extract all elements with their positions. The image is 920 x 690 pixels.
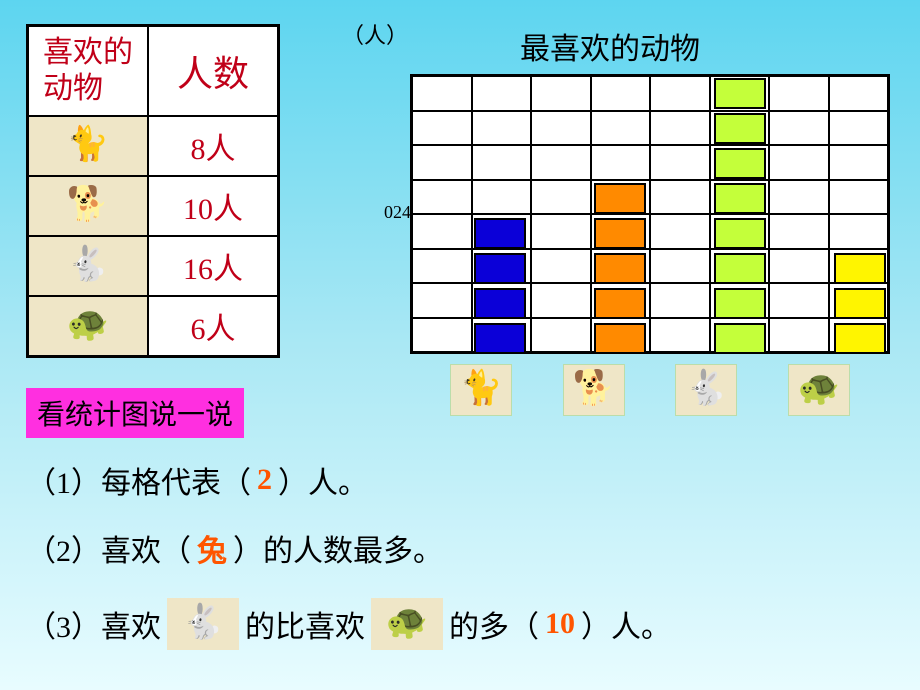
cat-icon — [28, 116, 148, 176]
x-cat-icon — [450, 364, 512, 416]
x-dog-icon — [563, 364, 625, 416]
bar-rabbit — [714, 74, 766, 354]
q3-after: ）人。 — [581, 602, 671, 646]
q3-before: （3）喜欢 — [26, 602, 161, 646]
bar-cat — [474, 214, 526, 354]
q2-before: （2）喜欢（ — [26, 526, 191, 570]
dog-icon — [28, 176, 148, 236]
header-count: 人数 — [148, 26, 278, 116]
cat-count: 8人 — [148, 116, 278, 176]
animal-table: 喜欢的 动物 人数 8人 10人 16人 6人 — [26, 24, 280, 358]
q3-turtle-icon — [371, 598, 443, 650]
bar-turtle — [834, 249, 886, 354]
q3-mid1: 的比喜欢 — [245, 602, 365, 646]
question-3: （3）喜欢 的比喜欢 的多（ 10 ）人。 — [26, 598, 671, 650]
x-axis-icons — [410, 360, 890, 420]
rabbit-icon — [28, 236, 148, 296]
q3-mid2: 的多（ — [449, 602, 539, 646]
q2-after: ）的人数最多。 — [233, 526, 443, 570]
q1-answer: 2 — [257, 463, 272, 497]
question-2: （2）喜欢（ 兔 ）的人数最多。 — [26, 526, 443, 570]
q1-before: （1）每格代表（ — [26, 458, 251, 502]
x-turtle-icon — [788, 364, 850, 416]
y-tick: 2 — [393, 203, 402, 221]
x-rabbit-icon — [675, 364, 737, 416]
bar-dog — [594, 179, 646, 354]
q3-rabbit-icon — [167, 598, 239, 650]
chart-bars — [410, 74, 890, 354]
q2-answer: 兔 — [197, 526, 227, 570]
y-axis-unit: （人） — [342, 18, 408, 50]
chart-title: 最喜欢的动物 — [360, 24, 860, 68]
turtle-icon — [28, 296, 148, 356]
q1-after: ）人。 — [278, 458, 368, 502]
question-1: （1）每格代表（ 2 ）人。 — [26, 458, 368, 502]
bar-chart: （人） 最喜欢的动物 1614121086420 — [360, 24, 860, 74]
rabbit-count: 16人 — [148, 236, 278, 296]
header-animal: 喜欢的 动物 — [28, 26, 148, 116]
turtle-count: 6人 — [148, 296, 278, 356]
dog-count: 10人 — [148, 176, 278, 236]
prompt-label: 看统计图说一说 — [26, 388, 244, 438]
y-tick: 0 — [384, 203, 393, 221]
q3-answer: 10 — [545, 607, 575, 641]
